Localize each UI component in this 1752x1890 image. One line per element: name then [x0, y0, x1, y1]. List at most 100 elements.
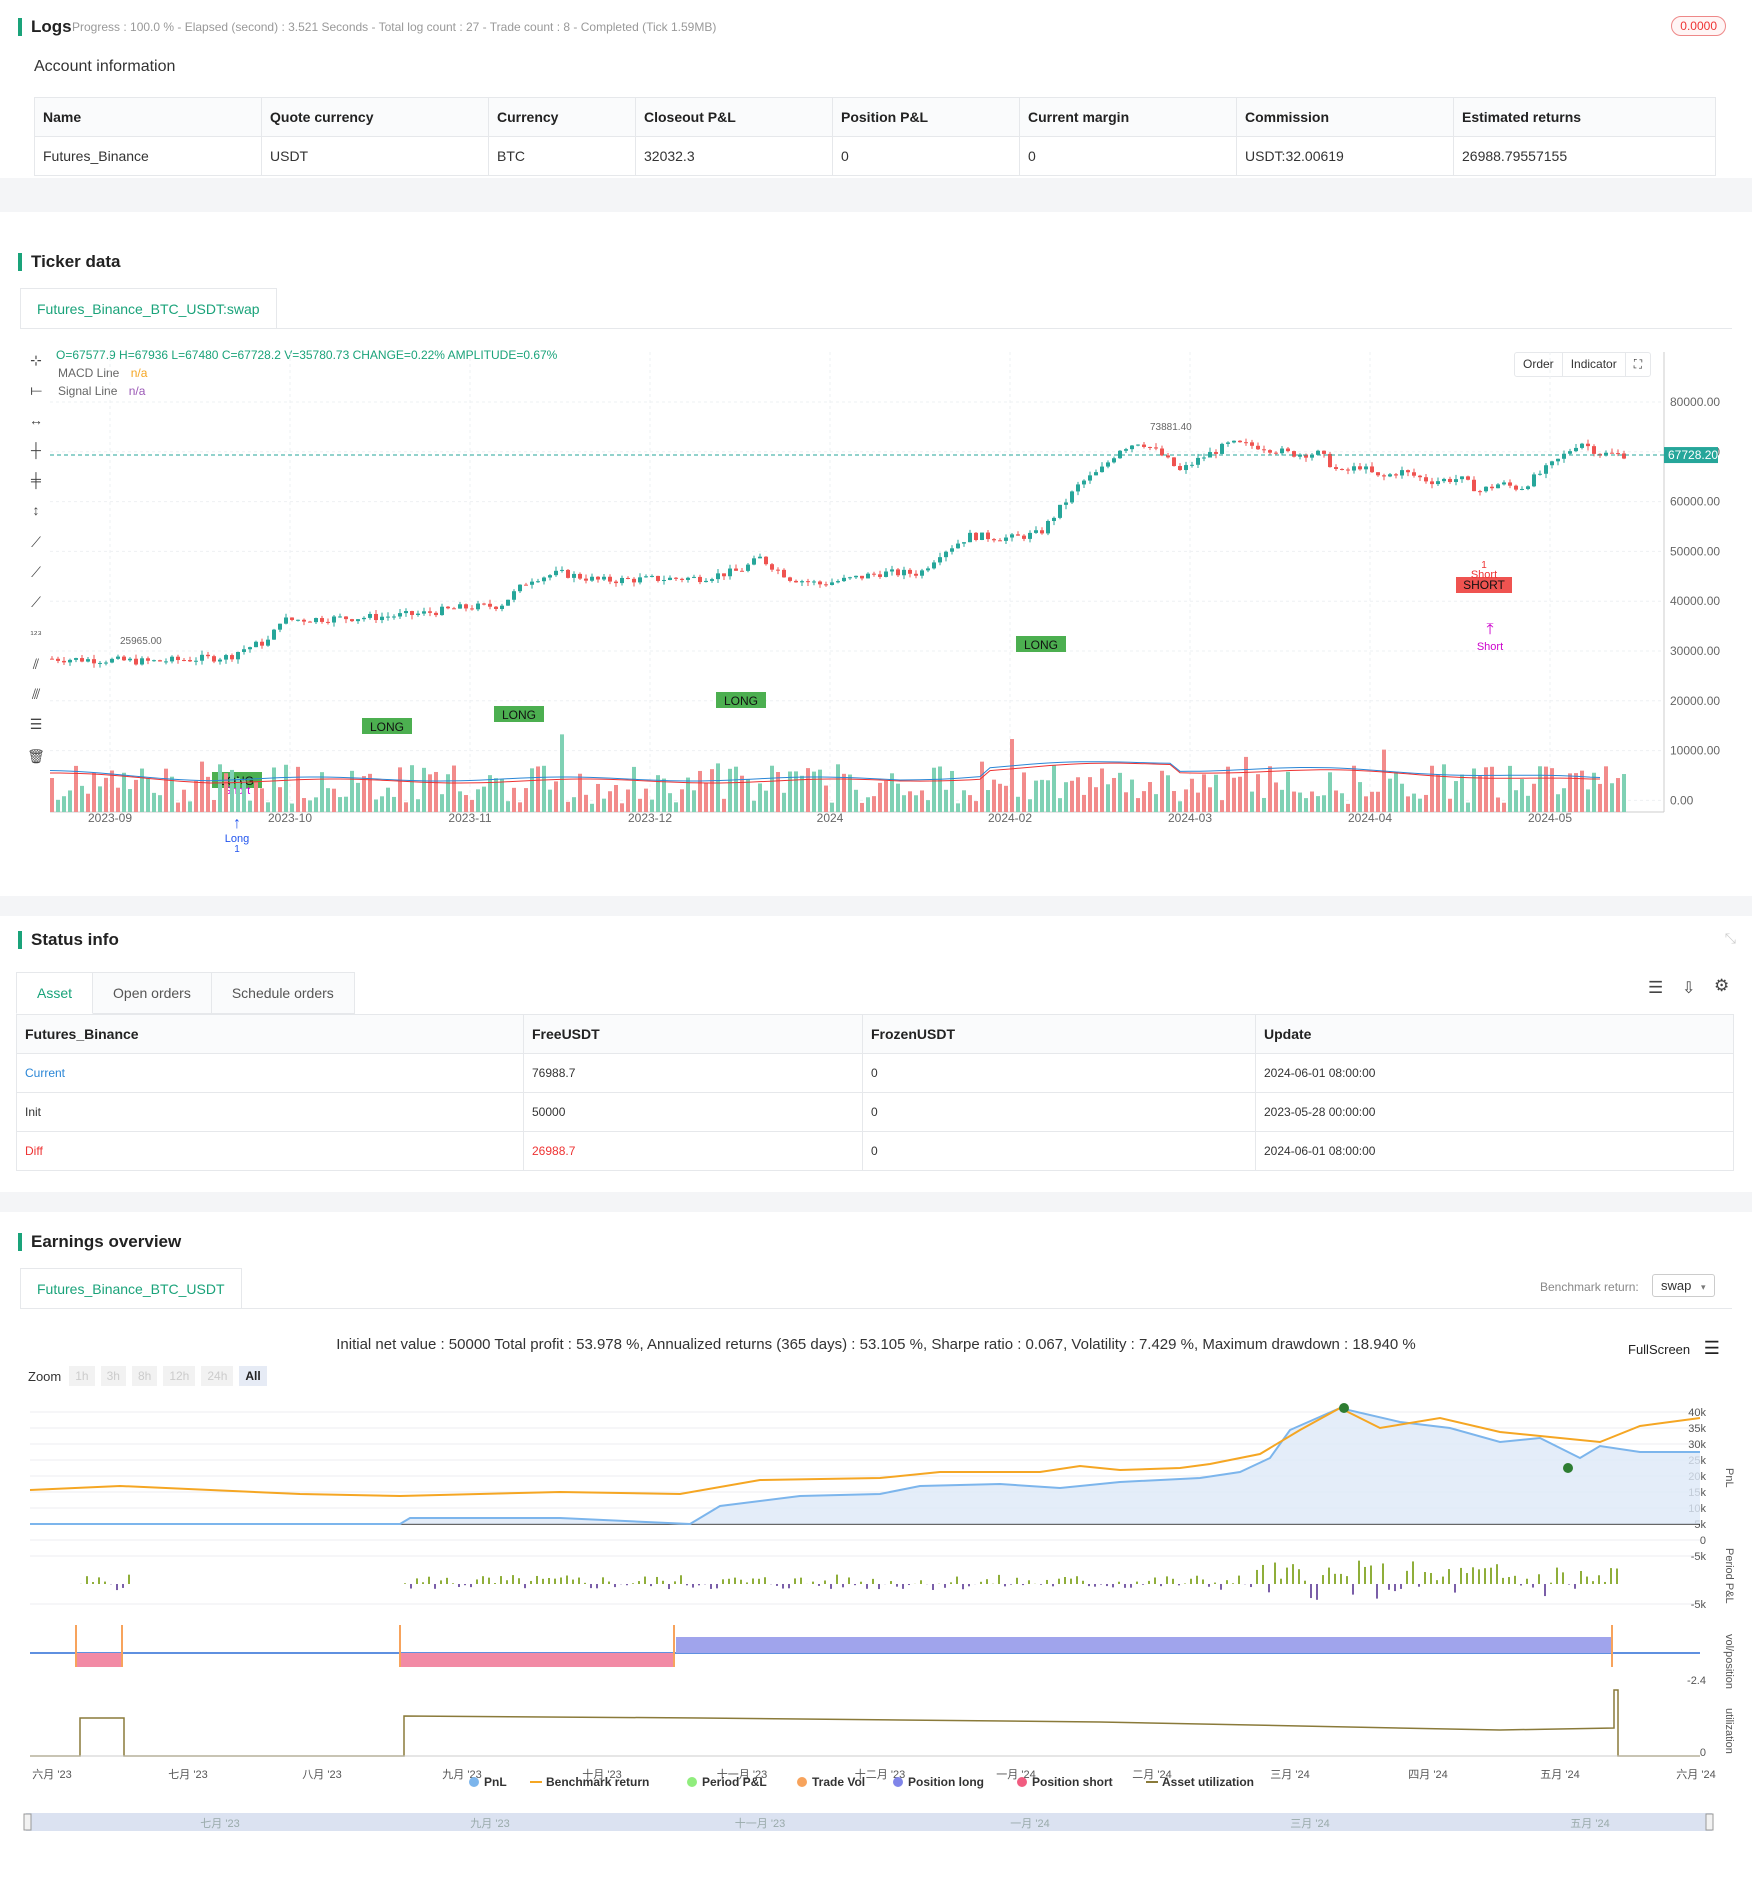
- legend-label-0: PnL: [484, 1775, 507, 1789]
- list-icon[interactable]: ☰: [1648, 978, 1664, 997]
- legend-macd[interactable]: MACD Line n/a: [58, 366, 147, 380]
- fibonacci-icon[interactable]: ⫻: [31, 686, 41, 702]
- long-arrow-icon: ↑: [233, 815, 241, 832]
- fullscreen-button[interactable]: FullScreen ☰: [1628, 1338, 1720, 1359]
- candle: [944, 551, 948, 558]
- candlestick-chart[interactable]: 80000.0070000.0060000.0050000.0040000.00…: [0, 332, 1752, 892]
- zoom-all[interactable]: All: [239, 1366, 267, 1386]
- period-pnl-bar: [440, 1580, 442, 1584]
- zoom-1h[interactable]: 1h: [69, 1366, 95, 1386]
- candle: [146, 658, 150, 661]
- volume-bar: [710, 769, 714, 812]
- indicator-button[interactable]: Indicator: [1563, 353, 1626, 376]
- parallel-channel-icon[interactable]: ⫽: [32, 656, 40, 672]
- tab-earnings-symbol[interactable]: Futures_Binance_BTC_USDT: [20, 1268, 242, 1309]
- trash-icon[interactable]: 🗑: [27, 748, 45, 764]
- candle: [1082, 480, 1086, 485]
- volume-bar: [1472, 768, 1476, 812]
- zoom-24h[interactable]: 24h: [201, 1366, 234, 1386]
- volume-bar: [1394, 772, 1398, 812]
- candle: [848, 577, 852, 579]
- volume-bar: [746, 779, 750, 812]
- volume-bar: [1562, 788, 1566, 812]
- volume-bar: [794, 771, 798, 812]
- expand-icon[interactable]: ⛶: [1633, 357, 1643, 371]
- vertical-line-icon[interactable]: ┼: [31, 442, 41, 458]
- candle: [1604, 452, 1608, 456]
- volume-bar: [914, 795, 918, 812]
- candle: [638, 577, 642, 583]
- volume-bar: [398, 767, 402, 812]
- period-pnl-bar: [566, 1575, 568, 1584]
- period-pnl-bar: [1220, 1584, 1222, 1590]
- candle: [1412, 472, 1416, 476]
- order-button[interactable]: Order: [1515, 353, 1563, 376]
- volume-bar: [764, 790, 768, 812]
- volume-bar: [1118, 772, 1122, 812]
- candle: [242, 649, 246, 652]
- ray-line-icon[interactable]: ⟋: [31, 564, 41, 580]
- volume-bar: [254, 782, 258, 812]
- zoom-8h[interactable]: 8h: [131, 1366, 158, 1386]
- zoom-12h[interactable]: 12h: [163, 1366, 196, 1386]
- period-pnl-bar: [530, 1580, 532, 1584]
- crosshair-icon[interactable]: ⊹: [30, 352, 42, 368]
- trend-line-icon[interactable]: ⟋: [31, 534, 41, 550]
- volume-bar: [638, 798, 642, 812]
- volume-bar: [644, 788, 648, 812]
- volume-bar: [434, 771, 438, 812]
- collapse-icon[interactable]: ⤡: [1724, 930, 1736, 946]
- period-pnl-bar: [434, 1584, 436, 1589]
- horizontal-line-icon[interactable]: ⟝: [30, 382, 42, 398]
- period-pnl-bar: [1316, 1584, 1318, 1600]
- earnings-chart[interactable]: 40k35k30k25k20k15k10k5k0-5kPnL-5kPeriod …: [0, 1398, 1752, 1888]
- candle: [1058, 504, 1062, 518]
- col-closeout: Closeout P&L: [635, 97, 833, 137]
- volume-bar: [1388, 778, 1392, 812]
- candle: [650, 575, 654, 577]
- volume-bar: [1580, 770, 1584, 812]
- legend-signal[interactable]: Signal Line n/a: [58, 384, 145, 398]
- volume-bar: [1376, 791, 1380, 812]
- candle: [1244, 442, 1248, 444]
- candle: [578, 573, 582, 579]
- long-signal-label: LONG: [502, 708, 536, 722]
- period-pnl-bar: [86, 1576, 88, 1584]
- candle: [374, 613, 378, 621]
- candle: [566, 569, 570, 578]
- zoom-3h[interactable]: 3h: [100, 1366, 126, 1386]
- period-pnl-bar: [1040, 1584, 1042, 1585]
- volume-bar: [1478, 775, 1482, 812]
- vertical-ray-icon[interactable]: ↕: [32, 502, 40, 518]
- volume-bar: [266, 802, 270, 812]
- period-pnl-bar: [1094, 1584, 1096, 1587]
- settings-gear-icon[interactable]: ⚙: [1714, 976, 1730, 995]
- price-label-icon[interactable]: ₁₂₃: [30, 626, 42, 637]
- candle: [212, 656, 216, 662]
- candle: [320, 618, 324, 622]
- tab-ticker-symbol[interactable]: Futures_Binance_BTC_USDT:swap: [20, 288, 277, 329]
- candle: [1424, 477, 1428, 482]
- vertical-segment-icon[interactable]: ╪: [31, 472, 41, 488]
- candle: [518, 584, 522, 592]
- candle: [1532, 474, 1536, 487]
- volume-bar: [188, 801, 192, 812]
- volume-bar: [626, 789, 630, 812]
- earnings-title: Earnings overview: [18, 1232, 181, 1252]
- tab-schedule-orders[interactable]: Schedule orders: [211, 972, 355, 1014]
- period-pnl-bar: [1412, 1561, 1414, 1584]
- signal-line: [49, 762, 1601, 784]
- tab-asset[interactable]: Asset: [16, 972, 94, 1014]
- horizontal-lines-icon[interactable]: ☰: [29, 716, 43, 732]
- volume-bar: [1436, 774, 1440, 812]
- period-pnl-bar: [1484, 1568, 1486, 1584]
- horizontal-ray-icon[interactable]: ↔: [29, 412, 43, 428]
- tab-open-orders[interactable]: Open orders: [93, 972, 212, 1014]
- candle: [1400, 470, 1404, 476]
- candle: [1538, 473, 1542, 475]
- benchmark-select[interactable]: swap ▾: [1652, 1274, 1715, 1297]
- volume-bar: [1358, 782, 1362, 812]
- segment-icon[interactable]: ⟋: [31, 594, 41, 610]
- candle: [296, 619, 300, 621]
- download-icon[interactable]: ⇩: [1682, 980, 1696, 997]
